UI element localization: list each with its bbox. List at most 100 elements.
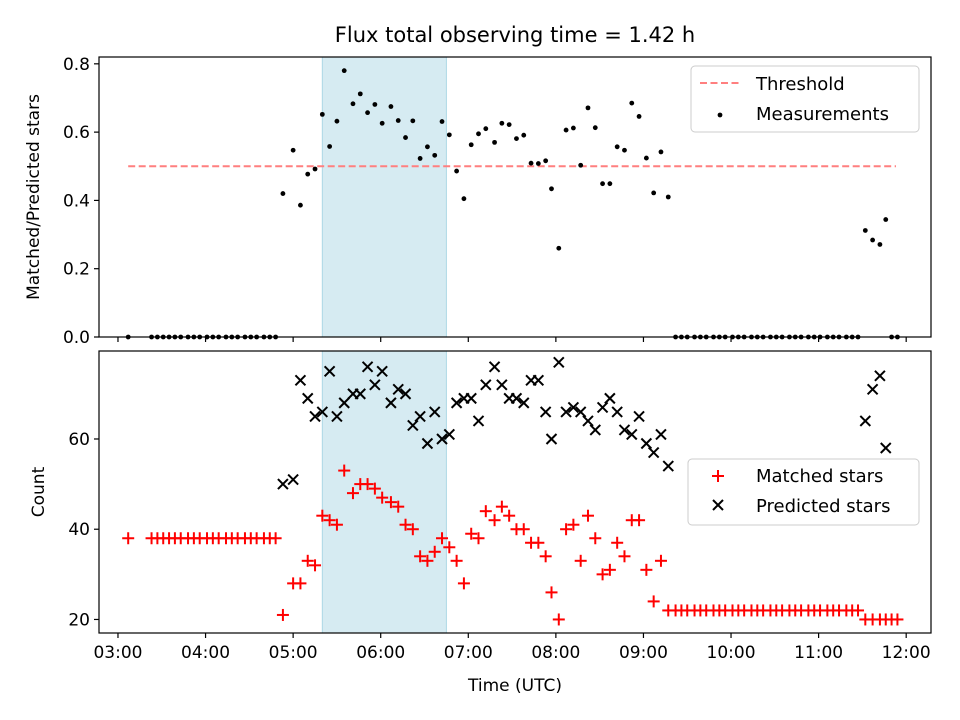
point-measurements-72 [651, 190, 657, 196]
point-matched-stars-40 [414, 550, 427, 563]
y-tick-label-ratio: 0.4 [63, 191, 90, 211]
cross-b [647, 446, 660, 459]
point-measurements-39 [410, 118, 416, 124]
cross-b [277, 478, 289, 490]
cross-b [407, 419, 419, 432]
y-tick-label-ratio: 0.0 [63, 328, 90, 348]
point-matched-stars-34 [368, 482, 381, 495]
legend-ratio-frame [690, 65, 920, 133]
point-measurements-29 [334, 118, 340, 124]
point-predicted-stars-37 [553, 356, 565, 368]
cross-b [553, 356, 565, 368]
point-measurements-40 [417, 156, 423, 161]
point-measurements-51 [499, 120, 505, 126]
cross-b [545, 433, 558, 445]
point-matched-stars-50 [488, 514, 501, 527]
point-measurements-50 [492, 139, 497, 145]
legend-predicted-label: Predicted stars [756, 496, 890, 517]
point-measurements-42 [432, 152, 438, 158]
cross-b [560, 406, 572, 418]
point-matched-stars-47 [465, 527, 478, 540]
point-measurements-43 [439, 119, 445, 124]
point-matched-stars-24 [294, 577, 307, 590]
observing-window-ratio [321, 56, 447, 338]
point-measurements-44 [446, 132, 452, 138]
point-measurements-22 [280, 191, 286, 196]
point-matched-stars-51 [495, 500, 508, 513]
x-tick-label: 11:00 [794, 643, 843, 663]
point-measurements-45 [454, 168, 460, 174]
point-measurements-66 [607, 181, 613, 187]
x-tick-label: 12:00 [882, 643, 931, 663]
point-predicted-stars-14 [385, 397, 397, 409]
point-predicted-stars-21 [436, 433, 448, 445]
point-measurements-31 [350, 101, 356, 107]
legend-matched-swatch [712, 470, 724, 482]
point-measurements-36 [388, 104, 394, 109]
point-matched-stars-58 [545, 586, 558, 599]
cross-b [302, 392, 314, 405]
point-measurements-74 [665, 194, 671, 200]
point-measurements-46 [461, 196, 467, 202]
point-predicted-stars-10 [354, 388, 366, 400]
point-predicted-stars-11 [361, 361, 374, 373]
point-predicted-stars-25 [465, 392, 477, 405]
point-matched-stars-41 [421, 554, 434, 567]
legend-measurements-label: Measurements [756, 104, 889, 125]
point-measurements-41 [425, 144, 430, 150]
point-predicted-stars-38 [560, 406, 572, 418]
point-predicted-stars-13 [376, 365, 388, 378]
point-predicted-stars-5 [316, 406, 329, 418]
point-matched-stars-48 [472, 532, 485, 545]
point-measurements-63 [585, 105, 591, 111]
cross-b [323, 365, 336, 378]
count-panel: 20 40 60 03:00 04:00 05:00 06:00 07:00 08:00 09:0… [68, 350, 932, 663]
point-measurements-47 [468, 142, 474, 148]
ratio-panel: 0.0 0.2 0.4 0.6 0.8 [63, 55, 932, 348]
point-predicted-stars-46 [618, 424, 631, 436]
point-matched-stars-56 [532, 536, 545, 549]
point-measurements-34 [372, 102, 378, 107]
legend-matched-label: Matched stars [756, 466, 883, 487]
point-predicted-stars-19 [421, 437, 434, 450]
point-predicted-stars-55 [874, 370, 886, 382]
point-measurements-69 [629, 100, 635, 106]
point-predicted-stars-48 [633, 410, 645, 423]
y-tick-label-ratio: 0.6 [63, 123, 90, 143]
cross-b [450, 397, 463, 409]
point-predicted-stars-42 [589, 424, 601, 436]
point-measurements-25 [305, 171, 311, 177]
point-measurements-23 [290, 147, 296, 153]
point-matched-stars-42 [428, 545, 441, 558]
legend-count-frame [687, 458, 920, 526]
cross-b [532, 374, 545, 387]
cross-b [338, 397, 350, 409]
point-predicted-stars-17 [407, 419, 419, 432]
cross-b [316, 406, 329, 418]
point-predicted-stars-6 [323, 365, 336, 378]
cross-b [574, 406, 587, 418]
cross-b [385, 397, 397, 409]
cross-b [518, 397, 530, 409]
point-matched-stars-35 [376, 491, 389, 504]
point-predicted-stars-43 [596, 401, 609, 414]
cross-b [567, 401, 580, 414]
point-predicted-stars-54 [866, 383, 879, 396]
point-measurements-106 [870, 237, 876, 243]
point-matched-stars-44 [443, 541, 456, 554]
x-tick-label: 10:00 [707, 643, 756, 663]
cross-b [354, 388, 366, 400]
cross-b [399, 388, 412, 400]
cross-b [392, 383, 404, 396]
point-predicted-stars-23 [450, 397, 463, 409]
point-matched-stars-25 [301, 554, 314, 567]
point-measurements-57 [543, 158, 549, 164]
point-predicted-stars-41 [582, 415, 594, 427]
point-matched-stars-27 [316, 509, 329, 522]
point-matched-stars-57 [539, 550, 552, 563]
legend-predicted-swatch [712, 499, 724, 511]
point-matched-stars-61 [567, 518, 580, 531]
point-predicted-stars-0 [277, 478, 289, 490]
point-matched-stars-39 [406, 523, 419, 536]
